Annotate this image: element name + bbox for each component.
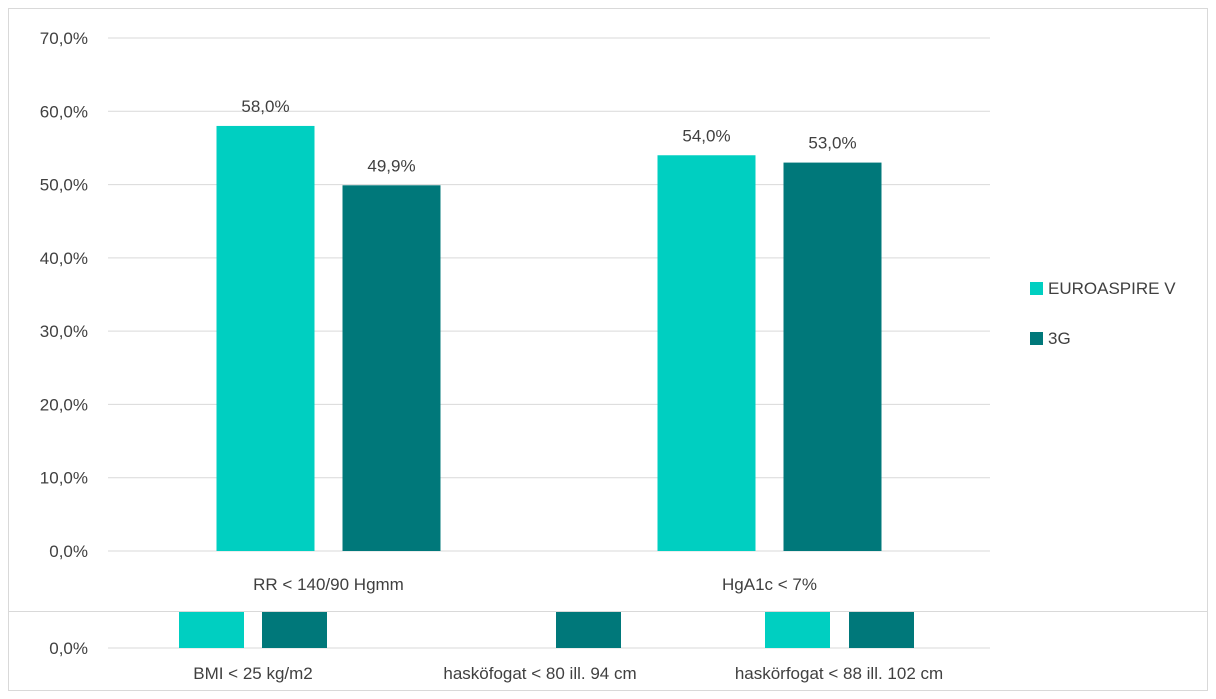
data-label: 53,0% [808, 134, 856, 153]
y-tick-label: 70,0% [40, 29, 88, 48]
data-label: 58,0% [241, 97, 289, 116]
upper-chart: 0,0% 10,0% 20,0% 30,0% 40,0% 50,0% 60,0% 70,0% 5… [40, 29, 990, 594]
x-category-label: hasköfogat < 80 ill. 94 cm [443, 664, 636, 683]
data-label: 49,9% [367, 156, 415, 175]
y-tick-label: 30,0% [40, 322, 88, 341]
y-tick-label: 0,0% [49, 639, 88, 658]
x-category-label: haskörfogat < 88 ill. 102 cm [735, 664, 943, 683]
y-tick-label: 0,0% [49, 542, 88, 561]
bar-euroaspire-v [657, 155, 756, 551]
x-category-label: HgA1c < 7% [722, 575, 817, 594]
upper-chart-frame [8, 8, 1208, 612]
y-tick-label: 50,0% [40, 176, 88, 195]
legend-swatch [1030, 282, 1043, 295]
y-tick-label: 40,0% [40, 249, 88, 268]
bar-3g [849, 612, 914, 648]
bar-3g [262, 612, 327, 648]
lower-chart: 0,0% BMI < 25 kg/m2 hasköfogat < 80 ill. 9… [49, 612, 990, 683]
y-tick-label: 60,0% [40, 102, 88, 121]
bar-euroaspire-v [216, 125, 315, 551]
x-category-label: RR < 140/90 Hgmm [253, 575, 404, 594]
data-label: 54,0% [682, 126, 730, 145]
legend: EUROASPIRE V 3G [1030, 279, 1176, 348]
y-tick-label: 20,0% [40, 395, 88, 414]
legend-swatch [1030, 332, 1043, 345]
x-category-label: BMI < 25 kg/m2 [193, 664, 313, 683]
bar-3g [342, 185, 441, 551]
bar-euroaspire-v [179, 612, 244, 648]
y-tick-label: 10,0% [40, 469, 88, 488]
bar-euroaspire-v [765, 612, 830, 648]
bar-3g [556, 612, 621, 648]
bar-3g [783, 162, 882, 552]
legend-label: 3G [1048, 329, 1071, 348]
legend-label: EUROASPIRE V [1048, 279, 1176, 298]
